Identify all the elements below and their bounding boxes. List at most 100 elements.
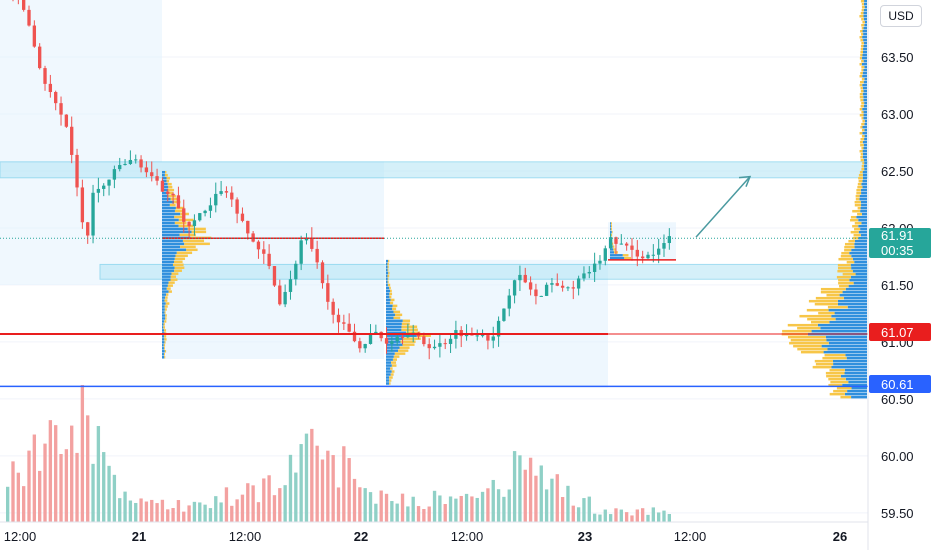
profile-row <box>850 215 857 219</box>
candle-body <box>246 220 250 234</box>
profile-row <box>860 0 865 3</box>
profile-row <box>389 376 393 379</box>
profile-row <box>859 194 867 198</box>
profile-row <box>175 254 188 258</box>
profile-row <box>782 329 812 333</box>
profile-row <box>861 17 864 21</box>
profile-row <box>386 328 402 332</box>
session-box <box>608 222 676 260</box>
profile-row <box>611 230 613 234</box>
profile-row <box>858 176 863 180</box>
candle-body <box>550 283 554 285</box>
profile-row <box>862 149 867 153</box>
candle-body <box>630 245 634 250</box>
profile-row <box>864 122 867 126</box>
volume-bar <box>118 498 122 522</box>
profile-row <box>862 71 867 75</box>
profile-row <box>863 95 867 99</box>
profile-row <box>186 248 198 252</box>
profile-row <box>389 289 392 293</box>
profile-row <box>810 320 830 324</box>
profile-row <box>860 188 867 192</box>
profile-row <box>401 328 418 332</box>
candle-body <box>427 344 431 349</box>
candle <box>395 333 399 346</box>
candle <box>75 148 79 197</box>
candle <box>272 266 277 287</box>
candle <box>347 313 351 333</box>
currency-selector[interactable]: USD <box>880 5 922 27</box>
profile-row <box>388 259 390 263</box>
candle <box>235 197 239 224</box>
profile-row <box>165 317 167 320</box>
profile-row <box>824 353 846 357</box>
volume-profiles <box>162 0 867 399</box>
profile-row <box>174 269 182 272</box>
candle-body <box>134 159 138 161</box>
candle-body <box>22 0 26 10</box>
profile-row <box>848 239 855 243</box>
candle <box>70 116 74 164</box>
candle <box>240 207 245 223</box>
volume-bar <box>347 458 351 522</box>
profile-row <box>162 209 175 213</box>
candle <box>123 159 127 166</box>
profile-row <box>386 265 388 269</box>
candle <box>550 278 554 293</box>
profile-row <box>174 209 184 213</box>
profile-row <box>389 301 394 305</box>
volume-bar <box>448 496 453 522</box>
volume-bar <box>230 505 234 522</box>
profile-row <box>610 222 611 225</box>
profile-row <box>386 358 393 361</box>
profile-row <box>860 98 864 102</box>
profile-row <box>863 44 867 48</box>
profile-row <box>861 134 865 138</box>
profile-row <box>861 128 865 132</box>
profile-row <box>860 206 867 210</box>
profile-row <box>386 334 417 337</box>
profile-row <box>864 23 867 27</box>
candle <box>283 284 287 308</box>
candle <box>166 188 170 202</box>
last-price-label: 61.91 <box>881 228 914 243</box>
countdown-label: 00:35 <box>881 243 914 258</box>
profile-row <box>165 314 167 317</box>
profile-row <box>166 287 171 290</box>
candle <box>646 251 650 260</box>
candle-body <box>502 308 506 321</box>
profile-row <box>386 274 388 278</box>
profile-row <box>162 266 175 269</box>
profile-row <box>860 152 863 156</box>
profile-row <box>398 349 409 352</box>
volume-bar <box>16 472 21 522</box>
candle <box>507 288 511 317</box>
profile-row <box>168 194 176 198</box>
candle-body <box>443 343 447 345</box>
profile-row <box>390 373 394 376</box>
candle-body <box>539 295 543 297</box>
y-tick-label: 63.00 <box>881 107 914 122</box>
profile-row <box>391 370 395 373</box>
profile-row <box>843 296 867 300</box>
candle <box>342 314 346 330</box>
profile-row <box>163 344 166 347</box>
y-tick-label: 60.00 <box>881 449 914 464</box>
profile-row <box>860 80 864 84</box>
price-scale[interactable] <box>868 0 932 550</box>
profile-row <box>853 281 867 285</box>
candle-body <box>80 187 85 223</box>
candle <box>315 240 319 269</box>
profile-row <box>863 116 867 120</box>
volume-bar <box>635 509 639 522</box>
profile-row <box>162 251 177 255</box>
profile-row <box>814 302 838 306</box>
profile-row <box>174 266 185 269</box>
profile-row <box>864 0 867 3</box>
volume-bar <box>208 508 213 522</box>
volume-bar <box>48 420 53 522</box>
profile-row <box>162 299 165 302</box>
x-tick-label: 22 <box>354 529 368 544</box>
profile-row <box>836 275 851 279</box>
